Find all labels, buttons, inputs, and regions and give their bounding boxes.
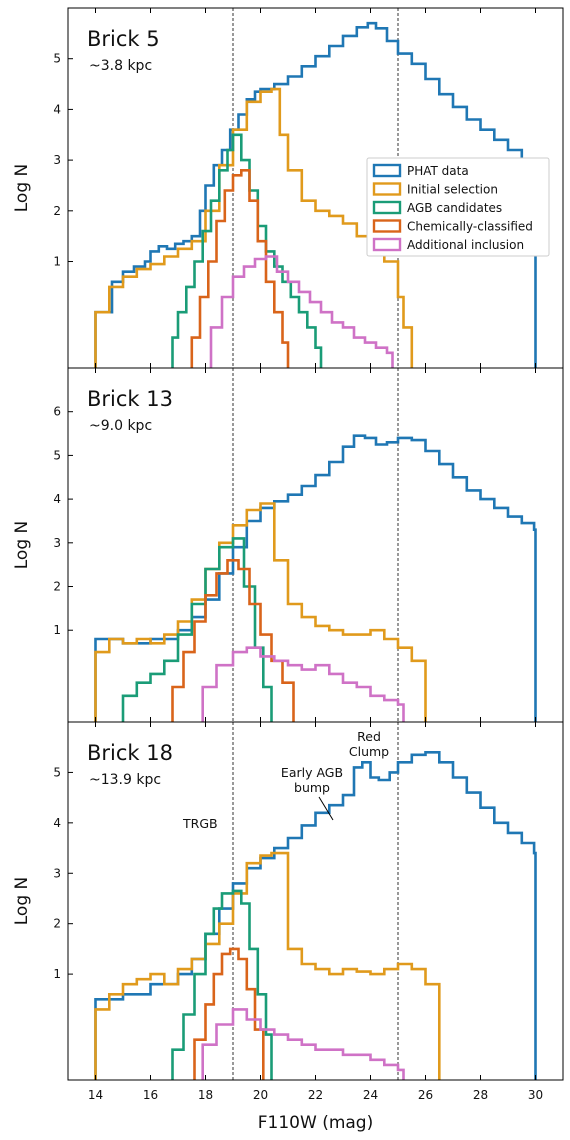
series-initial-selection [94,851,441,1080]
y-axis-label: Log N [12,521,32,570]
legend-swatch-chemically-classified [372,219,402,233]
x-tick-label: 30 [528,1088,543,1102]
annotation-red-clump: Red Clump [349,729,389,759]
x-axis-label: F110W (mag) [258,1113,373,1133]
series-additional-inclusion [201,1008,405,1080]
panel-distance: ~13.9 kpc [89,772,161,788]
x-tick-label: 28 [473,1088,488,1102]
legend-label-additional-inclusion: Additional inclusion [407,238,524,252]
y-tick-label: 4 [53,492,61,506]
y-tick-label: 6 [53,405,61,419]
y-tick-label: 5 [53,448,61,462]
y-tick-label: 1 [53,623,61,637]
series-phat-data [94,434,537,722]
series-chemically-classified [190,169,290,368]
legend-label-agb-candidates: AGB candidates [407,201,502,215]
y-tick-label: 1 [53,967,61,981]
y-tick-label: 3 [53,536,61,550]
y-tick-label: 3 [53,866,61,880]
panel-2: 1 2 3 4 5 6 Log N Brick 13 ~9.0 kpc [12,367,564,723]
series-initial-selection [94,502,427,722]
series-group [94,751,537,1080]
panel-1: 1 2 3 4 5 Log N Brick 5 ~3.8 kpc [12,7,564,369]
panel-distance: ~3.8 kpc [89,58,152,74]
series-initial-selection [94,87,414,368]
y-tick-label: 4 [53,816,61,830]
series-phat-data [94,21,537,368]
legend-box [366,157,550,257]
y-tick-label: 5 [53,765,61,779]
legend-label-phat-data: PHAT data [407,164,469,178]
annotation-trgb: TRGB [182,816,218,831]
series-group [94,434,537,722]
legend-swatch-agb-candidates [372,200,402,215]
panel-distance: ~9.0 kpc [89,418,152,434]
x-tick-label: 14 [88,1088,103,1102]
annotation-arrow [318,796,334,821]
x-tick-label: 20 [253,1088,268,1102]
series-chemically-classified [193,947,265,1080]
y-tick-label: 2 [53,204,61,218]
y-tick-label: 4 [53,102,61,116]
legend-label-chemically-classified: Chemically-classified [407,220,533,234]
y-axis-label: Log N [12,877,32,926]
legend-swatch-phat-data [372,163,402,178]
series-additional-inclusion [209,255,394,368]
y-axis-label: Log N [12,164,32,213]
x-tick-label: 16 [143,1088,158,1102]
x-tick-label: 22 [308,1088,323,1102]
y-tick-label: 2 [53,917,61,931]
series-agb-candidates [171,889,273,1080]
panel-3: 1 2 3 4 5 Log N Brick 18 ~13.9 kpc TRGB Early AGB… [12,721,564,1081]
series-agb-candidates [171,133,323,368]
y-tick-label: 1 [53,255,61,269]
y-tick-label: 3 [53,153,61,167]
series-agb-candidates [121,537,273,722]
panel-title: Brick 13 [87,387,173,411]
legend-label-initial-selection: Initial selection [407,183,498,197]
x-tick-label: 26 [418,1088,433,1102]
x-tick-label: 24 [363,1088,378,1102]
panel-title: Brick 18 [87,741,173,765]
y-tick-label: 2 [53,580,61,594]
x-tick-label: 18 [198,1088,213,1102]
legend-swatch-additional-inclusion [372,237,402,252]
series-additional-inclusion [201,646,405,722]
annotation-early-agb: Early AGB bump [281,765,343,795]
series-phat-data [94,751,537,1080]
y-tick-label: 5 [53,52,61,66]
legend-swatch-initial-selection [372,182,402,196]
panel-title: Brick 5 [87,27,160,51]
legend: PHAT data Initial selection AGB candidates… [366,157,550,257]
